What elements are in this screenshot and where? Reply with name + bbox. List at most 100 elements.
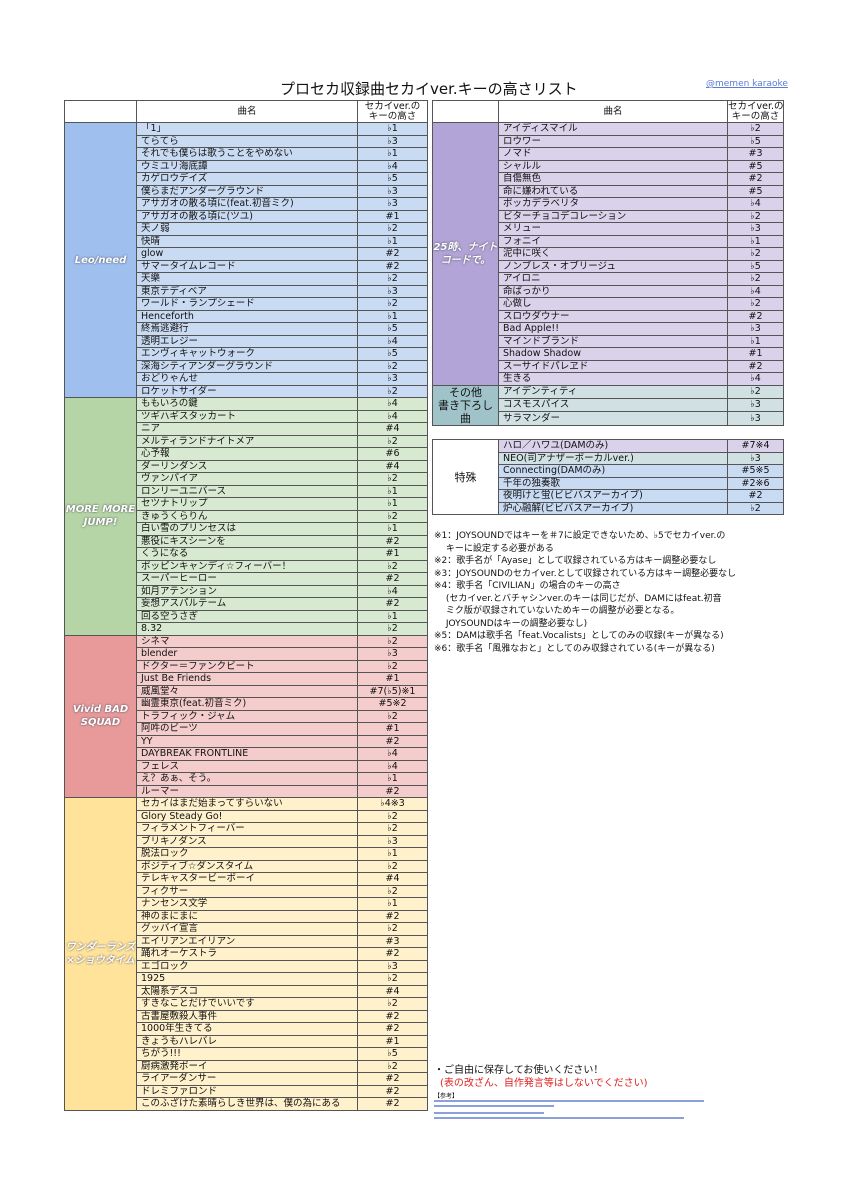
song-row: 1925 ♭2	[65, 972, 428, 986]
song-row: ノンブレス・オブリージュ ♭5	[433, 259, 784, 273]
song-row: スーサイドパレヱド #2	[433, 359, 784, 373]
song-key: ♭1	[357, 522, 428, 536]
header-row: 曲名 セカイver.の キーの高さ	[64, 100, 428, 123]
song-key: #2	[357, 734, 428, 748]
song-name: blender	[136, 647, 358, 661]
song-name: 僕らまだアンダーグラウンド	[136, 184, 358, 198]
reference-link[interactable]	[434, 1117, 684, 1119]
song-key: #5※2	[357, 697, 428, 711]
footnote-line: ※2：歌手名が「Ayase」として収録されている方はキー調整必要なし	[434, 556, 717, 566]
song-key: #4	[357, 422, 428, 436]
song-name: ノマド	[498, 147, 728, 161]
song-key: #3	[357, 934, 428, 948]
song-name: スーパーヒーロー	[136, 572, 358, 586]
song-key: #2	[357, 1072, 428, 1086]
usage-note: ・ご自由に保存してお使いください！	[434, 1065, 604, 1076]
song-key: ♭2	[727, 122, 784, 136]
song-key: #2	[357, 784, 428, 798]
song-key: ♭4※3	[357, 797, 428, 811]
song-key: #2	[357, 1009, 428, 1023]
song-row: 悪役にキスシーンを #2	[65, 534, 428, 548]
song-name: 自傷無色	[498, 172, 728, 186]
song-name: トラフィック・ジャム	[136, 709, 358, 723]
song-key: ♭2	[357, 297, 428, 311]
song-key: ♭4	[357, 409, 428, 423]
song-key: ♭5	[727, 134, 784, 148]
song-key: ♭2	[357, 709, 428, 723]
song-key: ♭1	[357, 234, 428, 248]
song-name: glow	[136, 247, 358, 261]
song-name: DAYBREAK FRONTLINE	[136, 747, 358, 761]
song-name: アサガオの散る頃に(ツユ)	[136, 209, 358, 223]
song-name: 1925	[136, 972, 358, 986]
song-name: マインドブランド	[498, 334, 728, 348]
song-name: カゲロウデイズ	[136, 172, 358, 186]
reference-link[interactable]	[434, 1100, 704, 1102]
song-key: #2	[357, 572, 428, 586]
song-row: コスモスパイス ♭3	[433, 397, 784, 413]
song-row: シャルル #5	[433, 159, 784, 173]
song-key: ♭4	[357, 759, 428, 773]
song-name: 透明エレジー	[136, 334, 358, 348]
song-row: きゅうくらりん ♭2	[65, 509, 428, 523]
song-row: blender ♭3	[65, 647, 428, 661]
song-name: Henceforth	[136, 309, 358, 323]
song-key: #4	[357, 459, 428, 473]
song-row: 太陽系デスコ #4	[65, 984, 428, 998]
song-name: 千年の独奏歌	[498, 476, 728, 490]
song-row: てらてら ♭3	[65, 134, 428, 148]
song-key: ♭3	[357, 959, 428, 973]
song-key: #1	[357, 672, 428, 686]
song-key: ♭4	[357, 334, 428, 348]
song-name: ブリキノダンス	[136, 834, 358, 848]
song-name: 深海シティアンダーグラウンド	[136, 359, 358, 373]
song-name: ハロ／ハワユ(DAMのみ)	[498, 439, 728, 453]
song-name: NEO(司アナザーボーカルver.)	[498, 451, 728, 465]
footnote-line: ※6：歌手名「風雅なおと」としてのみ収録されている(キーが異なる)	[434, 643, 715, 654]
song-name: エンヴィキャットウォーク	[136, 347, 358, 361]
song-key: ♭4	[357, 397, 428, 411]
song-key: ♭1	[357, 122, 428, 136]
song-key: ♭5	[727, 259, 784, 273]
song-name: シネマ	[136, 634, 358, 648]
group-vbs-label: Vivid BAD SQUAD	[64, 634, 137, 798]
reference-link[interactable]	[434, 1105, 554, 1107]
song-name: 脱法ロック	[136, 847, 358, 861]
song-row: ウミユリ海底譚 ♭4	[65, 159, 428, 173]
song-name: 回る空うさぎ	[136, 609, 358, 623]
author-handle-link[interactable]: @memen karaoke	[706, 79, 788, 89]
song-name: 命ばっかり	[498, 284, 728, 298]
song-row: ドクター＝ファンクビート ♭2	[65, 659, 428, 673]
song-key: ♭2	[357, 859, 428, 873]
song-row: 炉心融解(ビビバスアーカイブ) ♭2	[433, 501, 784, 515]
song-key: ♭3	[727, 322, 784, 336]
song-name: アイディスマイル	[498, 122, 728, 136]
song-key: ♭2	[357, 359, 428, 373]
song-key: #5	[727, 184, 784, 198]
song-name: アイロニ	[498, 272, 728, 286]
song-row: 古書屋敷殺人事件 #2	[65, 1009, 428, 1023]
header-key: セカイver.の キーの高さ	[727, 100, 784, 123]
song-name: ルーマー	[136, 784, 358, 798]
song-name: 炉心融解(ビビバスアーカイブ)	[498, 501, 728, 515]
song-key: ♭2	[357, 472, 428, 486]
song-name: 古書屋敷殺人事件	[136, 1009, 358, 1023]
song-key: #1	[357, 722, 428, 736]
song-key: ♭5	[357, 347, 428, 361]
song-name: セツナトリップ	[136, 497, 358, 511]
song-row: アサガオの散る頃に(ツユ) #1	[65, 209, 428, 223]
song-key: ♭2	[357, 634, 428, 648]
song-key: ♭1	[727, 334, 784, 348]
reference-link[interactable]	[434, 1112, 544, 1114]
song-name: コスモスパイス	[498, 397, 728, 413]
song-name: このふざけた素晴らしき世界は、僕の為にある	[136, 1097, 358, 1111]
song-key: ♭2	[357, 272, 428, 286]
song-key: #3	[727, 147, 784, 161]
song-row: フォニイ ♭1	[433, 234, 784, 248]
song-row: ノマド #3	[433, 147, 784, 161]
song-row: エゴロック ♭3	[65, 959, 428, 973]
header-song-name: 曲名	[498, 100, 728, 123]
song-key: #2	[357, 947, 428, 961]
song-row: DAYBREAK FRONTLINE ♭4	[65, 747, 428, 761]
song-key: ♭1	[357, 609, 428, 623]
